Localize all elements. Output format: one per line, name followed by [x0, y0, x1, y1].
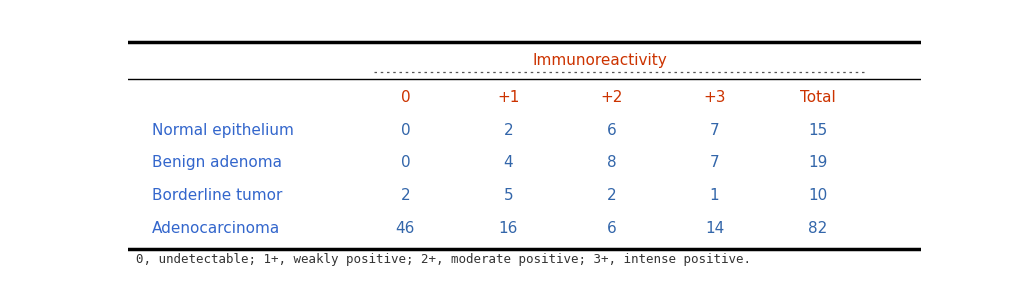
Text: 5: 5 [503, 188, 514, 203]
Text: 4: 4 [503, 156, 514, 170]
Text: 19: 19 [808, 156, 828, 170]
Text: 15: 15 [808, 123, 828, 138]
Text: +1: +1 [497, 90, 520, 105]
Text: 46: 46 [396, 220, 415, 236]
Text: +2: +2 [601, 90, 623, 105]
Text: Benign adenoma: Benign adenoma [151, 156, 281, 170]
Text: 7: 7 [710, 123, 719, 138]
Text: 0: 0 [401, 90, 410, 105]
Text: 2: 2 [401, 188, 410, 203]
Text: Normal epithelium: Normal epithelium [151, 123, 294, 138]
Text: Total: Total [800, 90, 836, 105]
Text: 6: 6 [607, 123, 617, 138]
Text: 16: 16 [499, 220, 518, 236]
Text: 2: 2 [503, 123, 514, 138]
Text: 2: 2 [607, 188, 616, 203]
Text: Borderline tumor: Borderline tumor [151, 188, 282, 203]
Text: Adenocarcinoma: Adenocarcinoma [151, 220, 280, 236]
Text: 6: 6 [607, 220, 617, 236]
Text: 82: 82 [808, 220, 828, 236]
Text: Immunoreactivity: Immunoreactivity [532, 53, 667, 68]
Text: 0, undetectable; 1+, weakly positive; 2+, moderate positive; 3+, intense positiv: 0, undetectable; 1+, weakly positive; 2+… [136, 253, 751, 266]
Text: 0: 0 [401, 156, 410, 170]
Text: 7: 7 [710, 156, 719, 170]
Text: 1: 1 [710, 188, 719, 203]
Text: 14: 14 [705, 220, 724, 236]
Text: 10: 10 [808, 188, 828, 203]
Text: +3: +3 [704, 90, 725, 105]
Text: 0: 0 [401, 123, 410, 138]
Text: 8: 8 [607, 156, 616, 170]
